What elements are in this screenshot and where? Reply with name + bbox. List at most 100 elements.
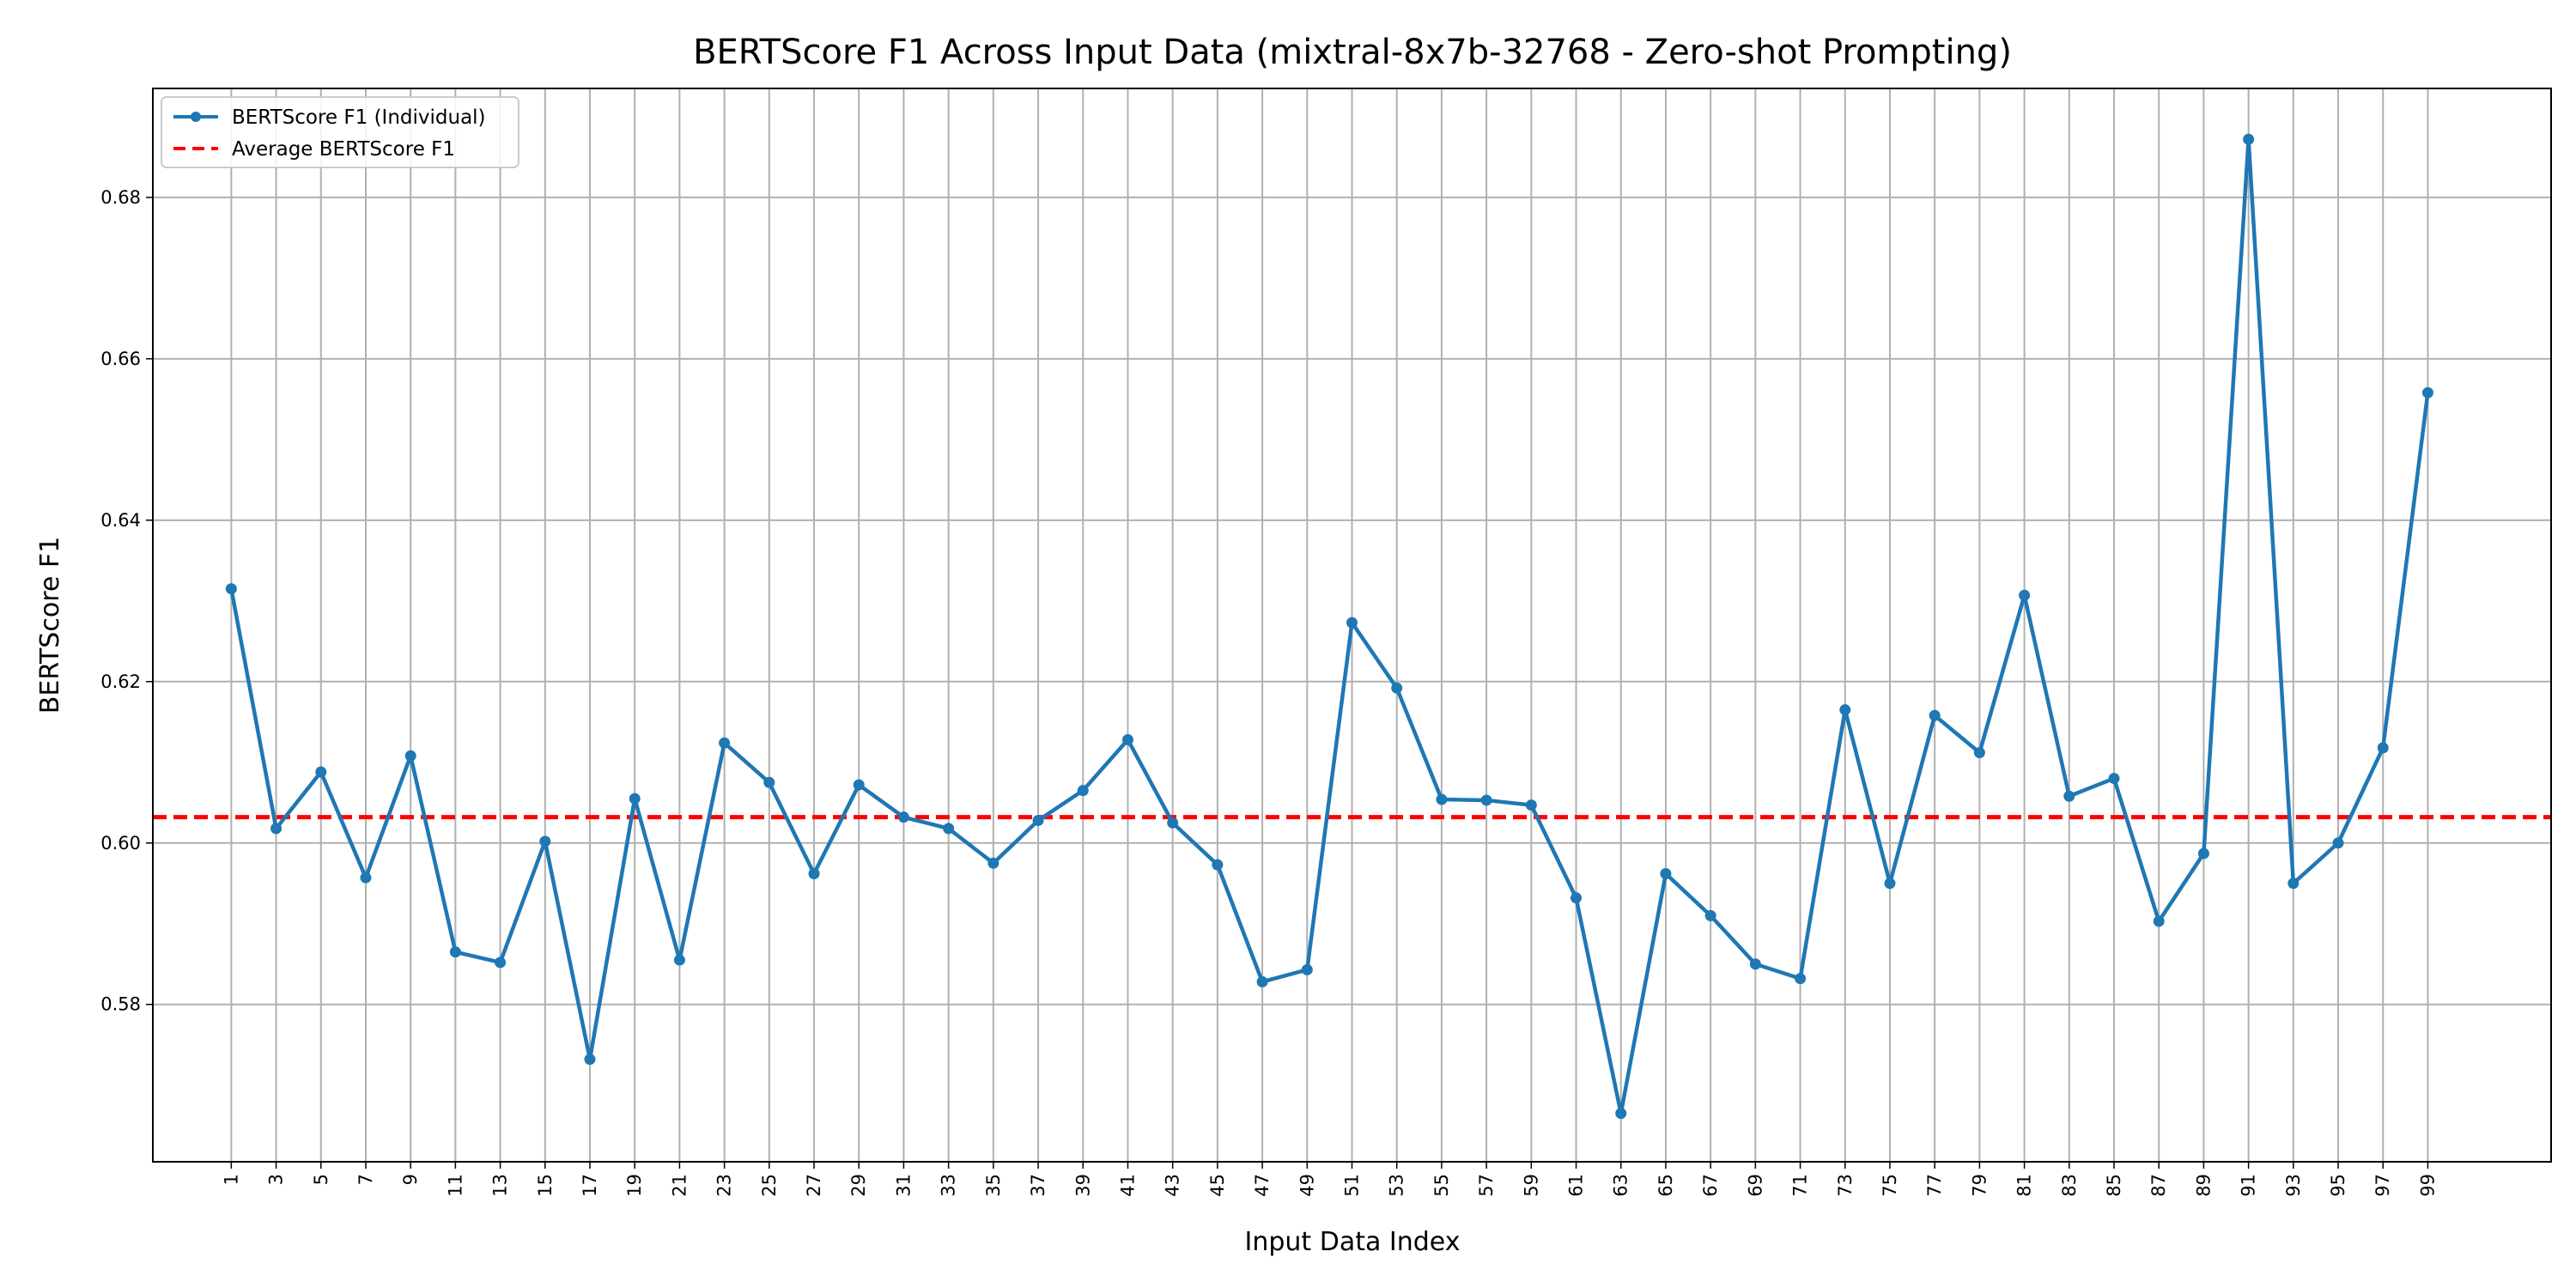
data-point (1525, 799, 1537, 811)
data-point (1795, 973, 1807, 985)
data-point (1704, 909, 1716, 921)
data-point (1391, 682, 1403, 694)
data-point (360, 872, 372, 884)
x-tick-label: 55 (1431, 1174, 1452, 1197)
x-tick-label: 23 (714, 1174, 735, 1197)
data-point (1301, 963, 1313, 975)
data-point (1839, 704, 1851, 716)
data-point (539, 835, 551, 848)
series-layer (225, 133, 2433, 1120)
x-tick-label: 37 (1028, 1174, 1048, 1197)
y-tick-label: 0.62 (100, 671, 141, 692)
x-tick-label: 33 (939, 1174, 959, 1197)
data-point (1212, 859, 1224, 871)
x-tick-label: 35 (983, 1174, 1004, 1197)
data-point (1167, 817, 1179, 829)
legend-marker-individual (191, 112, 201, 122)
x-tick-label: 79 (1969, 1174, 1990, 1197)
data-point (225, 583, 237, 595)
data-point (2287, 878, 2300, 890)
data-point (2421, 386, 2433, 398)
data-point (1571, 892, 1583, 904)
x-tick-label: 49 (1297, 1174, 1317, 1197)
data-point (1480, 794, 1492, 806)
data-point (1346, 617, 1358, 629)
y-tick-label: 0.68 (100, 187, 141, 208)
x-tick-label: 9 (400, 1174, 421, 1185)
data-point (2377, 742, 2389, 754)
data-point (2108, 773, 2120, 785)
x-tick-label: 53 (1387, 1174, 1407, 1197)
x-tick-label: 11 (445, 1174, 465, 1197)
x-tick-label: 69 (1745, 1174, 1765, 1197)
grid (153, 88, 2551, 1162)
data-point (897, 811, 909, 823)
x-tick-label: 87 (2148, 1174, 2169, 1197)
x-tick-label: 47 (1252, 1174, 1273, 1197)
x-tick-label: 85 (2104, 1174, 2124, 1197)
data-point (270, 823, 283, 835)
y-axis-label: BERTScore F1 (35, 537, 65, 714)
x-tick-label: 63 (1611, 1174, 1631, 1197)
data-point (2063, 790, 2075, 802)
x-tick-label: 39 (1072, 1174, 1093, 1197)
x-tick-label: 13 (490, 1174, 511, 1197)
x-tick-label: 89 (2193, 1174, 2214, 1197)
data-point (1256, 975, 1268, 987)
x-tick-label: 1 (221, 1174, 241, 1185)
x-tick-label: 97 (2372, 1174, 2393, 1197)
x-tick-label: 17 (580, 1174, 600, 1197)
data-point (2019, 589, 2031, 601)
x-tick-label: 75 (1880, 1174, 1900, 1197)
x-tick-label: 7 (355, 1174, 376, 1185)
x-tick-label: 81 (2014, 1174, 2035, 1197)
x-tick-label: 25 (759, 1174, 780, 1197)
x-tick-label: 83 (2059, 1174, 2080, 1197)
data-point (1077, 785, 1089, 797)
x-tick-label: 59 (1521, 1174, 1541, 1197)
x-tick-label: 3 (266, 1174, 287, 1185)
data-point (2243, 133, 2255, 145)
series-line (229, 137, 2430, 1115)
data-point (1884, 878, 1896, 890)
data-point (808, 867, 820, 879)
x-tick-label: 15 (535, 1174, 556, 1197)
data-point (629, 793, 641, 805)
y-tick-label: 0.66 (100, 349, 141, 369)
x-tick-label: 77 (1924, 1174, 1945, 1197)
x-tick-label: 5 (311, 1174, 331, 1185)
chart-title: BERTScore F1 Across Input Data (mixtral-… (693, 33, 2012, 72)
data-point (584, 1054, 596, 1066)
legend-box (161, 96, 519, 168)
x-tick-label: 99 (2417, 1174, 2438, 1197)
x-tick-label: 21 (669, 1174, 690, 1197)
legend: BERTScore F1 (Individual) Average BERTSc… (161, 96, 519, 168)
y-tick-label: 0.60 (100, 833, 141, 854)
data-point (943, 823, 955, 835)
x-tick-label: 41 (1117, 1174, 1138, 1197)
y-tick-label: 0.64 (100, 510, 141, 531)
data-point (1929, 709, 1941, 721)
data-point (763, 776, 775, 788)
data-point (2332, 837, 2344, 849)
y-axis: 0.58 0.60 0.62 0.64 0.66 0.68 (100, 187, 153, 1015)
x-tick-label: 73 (1835, 1174, 1856, 1197)
x-tick-label: 65 (1656, 1174, 1676, 1197)
x-tick-label: 61 (1566, 1174, 1587, 1197)
x-tick-label: 29 (848, 1174, 869, 1197)
legend-label-average: Average BERTScore F1 (232, 138, 455, 161)
y-tick-label: 0.58 (100, 994, 141, 1015)
x-tick-label: 51 (1342, 1174, 1363, 1197)
data-point (1973, 746, 1985, 758)
x-tick-label: 27 (804, 1174, 824, 1197)
data-point (404, 750, 416, 762)
x-tick-label: 31 (893, 1174, 914, 1197)
data-point (2153, 915, 2165, 927)
x-tick-label: 45 (1207, 1174, 1228, 1197)
x-tick-label: 67 (1700, 1174, 1721, 1197)
data-point (987, 857, 999, 869)
data-point (673, 954, 685, 966)
data-point (853, 779, 865, 791)
x-tick-label: 71 (1790, 1174, 1811, 1197)
